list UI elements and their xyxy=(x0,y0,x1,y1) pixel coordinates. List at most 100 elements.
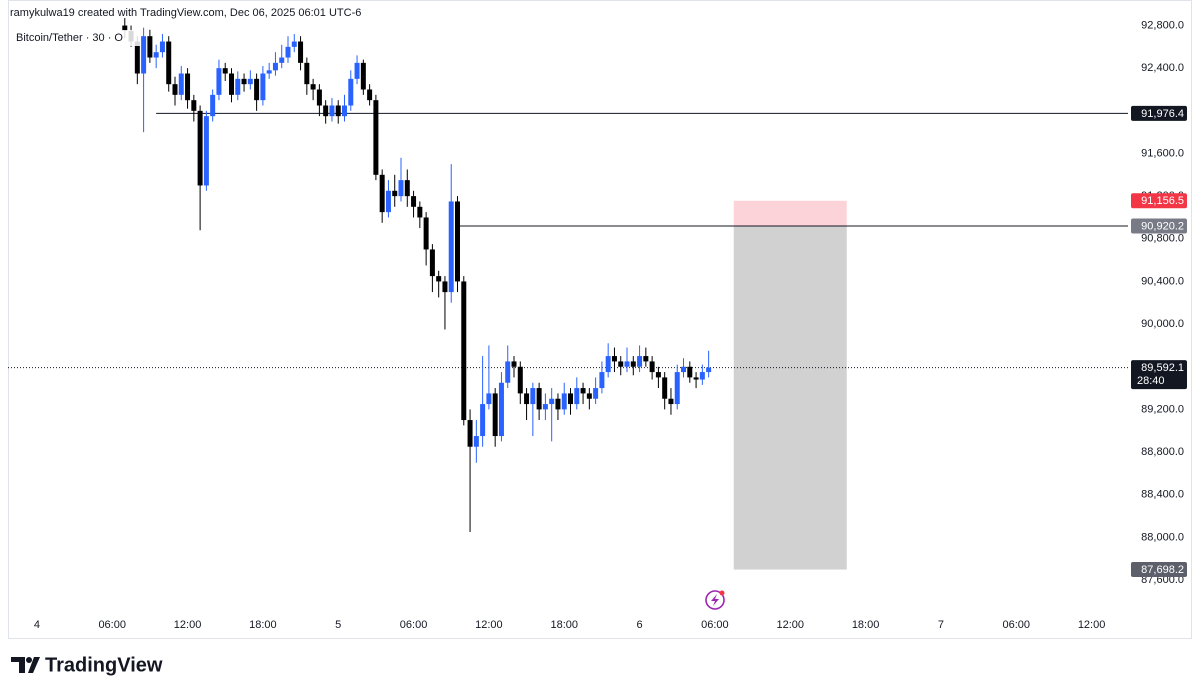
brand-logo: TradingView xyxy=(11,654,163,676)
entry-label: 90,920.2 xyxy=(1141,220,1184,232)
candle-body xyxy=(505,361,511,383)
candle-body xyxy=(498,382,504,437)
countdown-label: 28:40 xyxy=(1137,375,1165,387)
x-tick-label: 12:00 xyxy=(1078,619,1106,631)
candle-body xyxy=(687,366,693,378)
candle-body xyxy=(316,89,322,106)
y-tick-label: 91,600.0 xyxy=(1141,147,1184,159)
brand-name: TradingView xyxy=(45,654,163,676)
level-label: 91,976.4 xyxy=(1141,108,1184,120)
candle-body xyxy=(448,201,454,293)
candle-body xyxy=(122,25,128,31)
candle-body xyxy=(662,377,668,399)
last-price-bg xyxy=(1131,360,1187,390)
lightning-icon xyxy=(705,590,725,610)
candle-body xyxy=(260,73,266,101)
candle-body xyxy=(310,84,316,90)
candle-body xyxy=(492,393,498,437)
candle-body xyxy=(185,73,191,101)
candle-body xyxy=(197,110,203,186)
x-tick-label: 7 xyxy=(938,619,944,631)
candle-body xyxy=(480,404,486,437)
candle-body xyxy=(624,361,630,367)
target-label: 87,698.2 xyxy=(1141,564,1184,576)
candle-body xyxy=(360,62,366,90)
candle-body xyxy=(153,52,159,58)
candle-body xyxy=(329,105,335,117)
candle-body xyxy=(643,356,649,362)
candle-body xyxy=(611,356,617,362)
candle-body xyxy=(561,393,567,410)
y-tick-label: 88,400.0 xyxy=(1141,489,1184,501)
candle-body xyxy=(342,105,348,117)
candle-body xyxy=(279,57,285,63)
candle-body xyxy=(655,372,661,378)
entry-label-bg xyxy=(1131,218,1187,234)
candle-body xyxy=(266,70,272,74)
candle-body xyxy=(574,388,580,405)
candle-body xyxy=(649,361,655,373)
stop-label-bg xyxy=(1131,193,1187,209)
y-tick-label: 90,000.0 xyxy=(1141,318,1184,330)
x-tick-label: 4 xyxy=(34,619,40,631)
candle-body xyxy=(668,398,674,405)
y-tick-label: 90,800.0 xyxy=(1141,233,1184,245)
candle-body xyxy=(298,41,304,63)
chart-subtitle: ramykulwa19 created with TradingView.com… xyxy=(10,7,361,19)
candle-body xyxy=(542,404,548,410)
candle-body xyxy=(473,436,479,447)
candle-body xyxy=(411,196,417,207)
candle-body xyxy=(461,281,467,421)
y-tick-label: 88,800.0 xyxy=(1141,446,1184,458)
candle-body xyxy=(335,105,341,117)
x-tick-label: 12:00 xyxy=(776,619,804,631)
candle-body xyxy=(172,84,178,95)
candle-body xyxy=(254,78,260,101)
candle-body xyxy=(241,78,247,85)
x-tick-label: 6 xyxy=(637,619,643,631)
candle-body xyxy=(191,100,197,111)
candle-body xyxy=(166,41,172,85)
candle-body xyxy=(159,41,165,53)
candle-body xyxy=(379,174,385,213)
candle-body xyxy=(285,46,291,58)
candle-body xyxy=(693,377,699,380)
candle-body xyxy=(216,68,222,95)
candle-body xyxy=(674,372,680,405)
last-price-label: 89,592.1 xyxy=(1141,362,1184,374)
candle-body xyxy=(323,105,329,117)
x-tick-label: 5 xyxy=(335,619,341,631)
candle-body xyxy=(549,398,555,405)
candle-body xyxy=(417,206,423,218)
candle-body xyxy=(385,190,391,213)
candle-body xyxy=(536,388,542,410)
x-tick-label: 06:00 xyxy=(701,619,729,631)
candle-body xyxy=(141,36,147,74)
x-tick-label: 18:00 xyxy=(852,619,880,631)
candle-body xyxy=(228,73,234,95)
candle-body xyxy=(147,36,153,58)
candle-body xyxy=(367,89,373,101)
target-zone xyxy=(733,225,847,570)
x-tick-label: 18:00 xyxy=(249,619,277,631)
x-tick-label: 12:00 xyxy=(174,619,202,631)
candle-body xyxy=(706,367,712,373)
pane-border xyxy=(8,0,1192,639)
candle-body xyxy=(398,180,404,197)
candle-body xyxy=(586,393,592,399)
overlay: 87,600.088,000.088,400.088,800.089,200.0… xyxy=(34,19,1187,631)
candle-body xyxy=(272,62,278,71)
level-label-bg xyxy=(1131,105,1187,121)
candle-body xyxy=(517,366,523,394)
candle-body xyxy=(524,393,530,405)
candle-body xyxy=(235,78,241,95)
candle-body xyxy=(511,361,517,367)
x-tick-label: 18:00 xyxy=(550,619,578,631)
x-tick-label: 06:00 xyxy=(1002,619,1030,631)
x-tick-label: 06:00 xyxy=(400,619,428,631)
candle-body xyxy=(530,388,536,405)
y-tick-label: 88,000.0 xyxy=(1141,531,1184,543)
y-tick-label: 90,400.0 xyxy=(1141,275,1184,287)
